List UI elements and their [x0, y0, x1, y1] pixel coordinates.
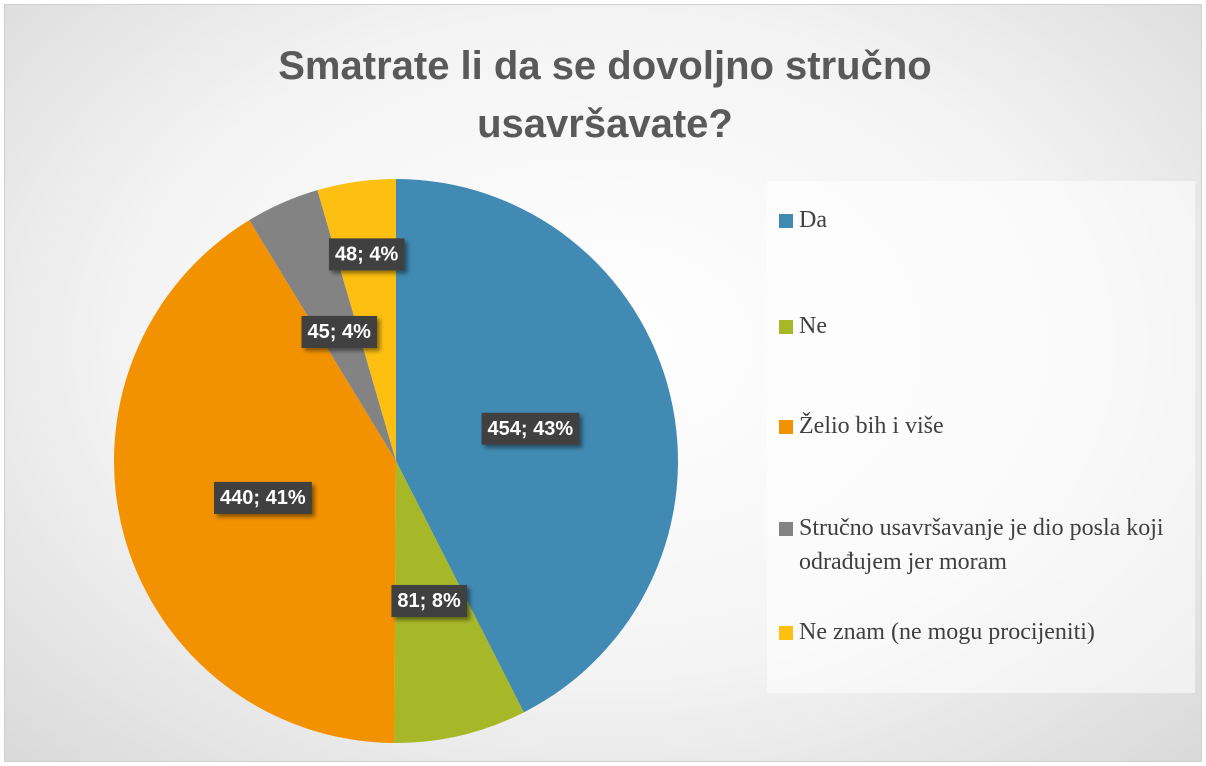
chart: 454; 43% 81; 8% 440; 41% 45; 4% 48; 4% Smatr… — [4, 4, 1202, 762]
data-label-group: 45; 4% — [301, 315, 378, 348]
data-label: 81; 8% — [397, 590, 461, 612]
data-label: 440; 41% — [220, 487, 306, 509]
data-label-box — [481, 412, 580, 445]
legend-swatch — [779, 626, 793, 640]
legend-label: Ne znam (ne mogu procijeniti) — [799, 619, 1095, 645]
legend-swatch — [779, 320, 793, 334]
legend-item: Ne znam (ne mogu procijeniti) — [779, 615, 1201, 649]
data-label-box — [301, 315, 378, 348]
legend-item: Da — [779, 203, 1201, 237]
data-label: 454; 43% — [488, 418, 574, 440]
data-label-box — [214, 481, 312, 514]
legend-swatch — [779, 420, 793, 434]
pie-slice — [113, 220, 396, 743]
legend-swatch — [779, 522, 793, 536]
data-label: 48; 4% — [335, 243, 399, 265]
data-label-group: 440; 41% — [214, 481, 312, 514]
data-label-group: 81; 8% — [391, 584, 468, 617]
pie-canvas: 454; 43% 81; 8% 440; 41% 45; 4% 48; 4% — [113, 179, 678, 743]
legend-label: Želio bih i više — [799, 413, 944, 439]
pie-slice — [396, 179, 678, 713]
legend-label: Da — [799, 207, 827, 233]
chart-title: Smatrate li da se dovoljno stručno usavr… — [278, 44, 932, 146]
legend-item: Ne — [779, 309, 1201, 343]
legend-item: Želio bih i više — [779, 409, 1201, 443]
legend-item: Stručno usavršavanje je dio posla koji o… — [779, 511, 1201, 579]
data-label-box — [391, 584, 468, 617]
data-label-box — [328, 238, 405, 271]
legend-label: Stručno usavršavanje je dio posla koji o… — [799, 515, 1164, 575]
data-label-group: 454; 43% — [481, 412, 580, 445]
legend: Da Ne Želio bih i više Stručno usavršavanje… — [767, 181, 1195, 693]
data-label: 45; 4% — [307, 321, 371, 343]
legend-label: Ne — [799, 313, 827, 339]
legend-swatch — [779, 214, 793, 228]
data-label-group: 48; 4% — [328, 238, 405, 271]
